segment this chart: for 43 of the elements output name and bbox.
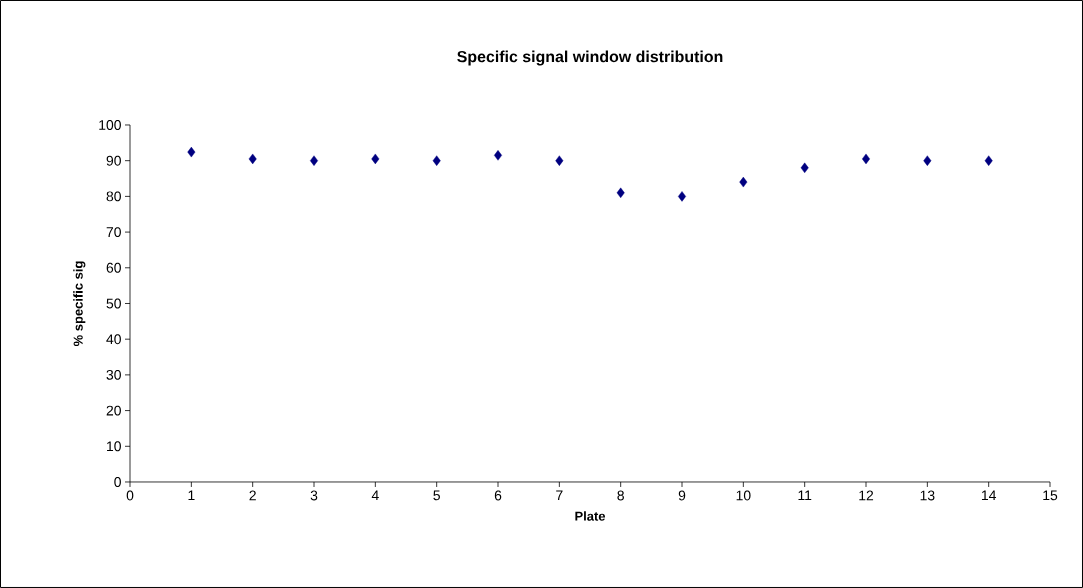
y-tick-label: 60 [106,262,121,273]
y-tick-label: 100 [99,120,121,130]
y-tick-label: 80 [106,191,121,202]
point [432,155,441,166]
x-tick-label: 4 [371,490,379,501]
y-tick-label: 10 [107,441,121,452]
y-tick-label: 90 [106,155,121,166]
x-tick-label: 15 [1043,490,1058,501]
point [310,155,318,166]
y-tick-label: 30 [106,369,121,380]
point [800,162,809,174]
point [555,155,564,166]
point [371,153,380,165]
y-tick-label: 50 [106,298,121,309]
point [678,191,686,202]
point [984,155,993,166]
point [739,176,748,188]
y-tick-label: 40 [106,334,121,345]
x-tick-label: 5 [433,490,440,501]
y-tick-label: 70 [106,227,121,238]
x-tick-label: 1 [188,490,195,501]
x-tick-label: 11 [798,490,812,501]
x-tick-label: 3 [310,490,318,501]
x-tick-label: 13 [920,490,935,501]
x-tick-label: 0 [126,490,134,501]
point [187,146,196,158]
x-tick-label: 10 [736,490,751,501]
x-tick-label: 12 [859,490,874,501]
x-tick-label: 6 [494,490,502,501]
point [616,187,625,199]
x-tick-label: 9 [678,490,686,501]
point [494,150,502,161]
y-tick-label: 0 [114,477,121,487]
x-tick-label: 7 [556,490,563,501]
point [923,155,932,166]
x-tick-label: 8 [617,490,624,501]
point [248,153,257,165]
chart-title: Specific signal window distribution [457,50,723,66]
y-axis-title: % specific sig [73,261,86,346]
x-tick-label: 14 [981,490,997,501]
x-axis-title: Plate [575,511,606,521]
y-tick-label: 20 [106,405,121,416]
x-tick-label: 2 [249,490,256,501]
